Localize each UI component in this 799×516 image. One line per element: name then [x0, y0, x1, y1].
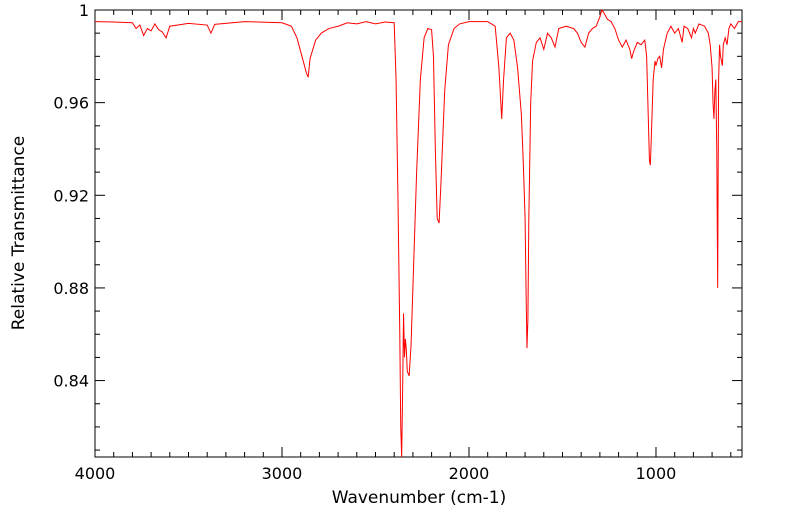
- x-axis-title: Wavenumber (cm-1): [332, 488, 507, 508]
- y-tick-label-1: 1: [79, 1, 89, 20]
- x-tick-label-2000: 2000: [449, 464, 490, 483]
- x-tick-label-3000: 3000: [262, 464, 303, 483]
- y-tick-label-0.84: 0.84: [53, 372, 89, 391]
- y-tick-label-0.88: 0.88: [53, 279, 89, 298]
- y-axis-title: Relative Transmittance: [9, 136, 29, 331]
- x-tick-labels: 4000 3000 2000 1000: [75, 464, 677, 483]
- y-tick-labels: 1 0.96 0.92 0.88 0.84: [53, 1, 89, 391]
- axis-ticks: [94, 9, 742, 457]
- plot-frame: [94, 9, 743, 458]
- y-tick-label-0.92: 0.92: [53, 186, 89, 205]
- y-tick-label-0.96: 0.96: [53, 94, 89, 113]
- x-tick-label-1000: 1000: [636, 464, 677, 483]
- spectrum-series-line: [94, 8, 742, 458]
- x-tick-label-4000: 4000: [75, 464, 116, 483]
